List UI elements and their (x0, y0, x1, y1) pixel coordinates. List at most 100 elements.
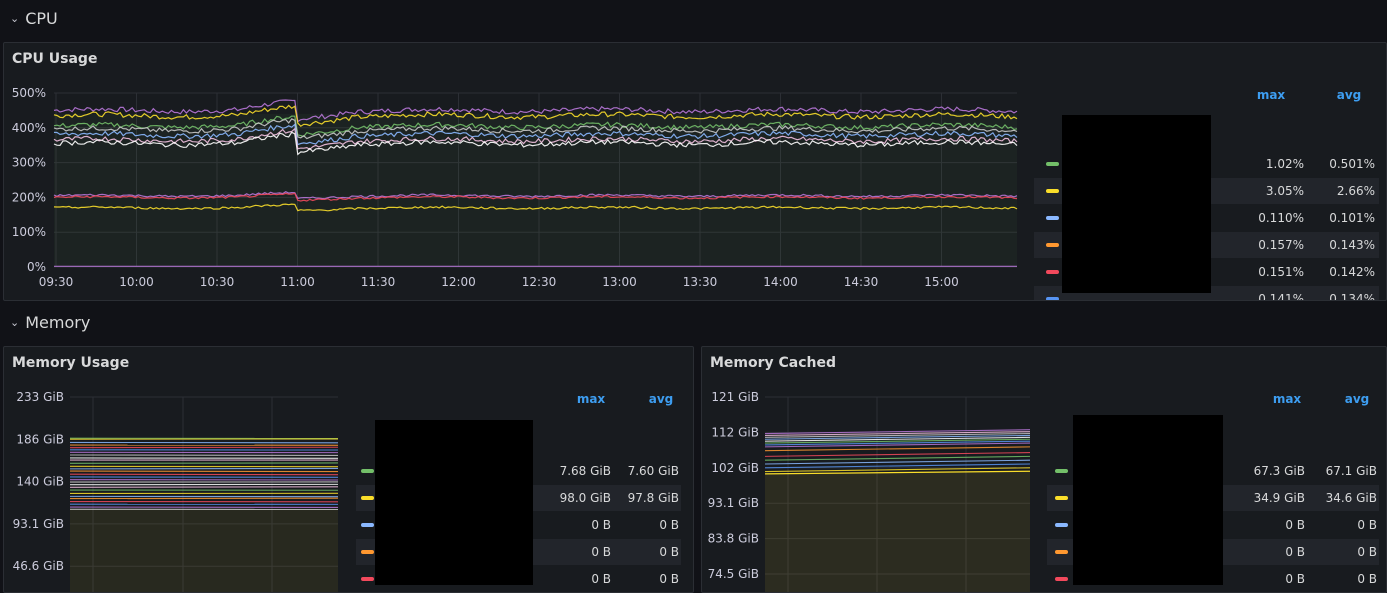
legend-avg-value: 0.134% (1329, 292, 1375, 301)
memory-cached-chart[interactable]: 121 GiB 112 GiB 102 GiB 93.1 GiB 83.8 GiB 74.… (702, 347, 1042, 592)
legend-max-value: 0.141% (1258, 292, 1304, 301)
y-tick-label: 100% (12, 225, 46, 239)
y-tick-label: 102 GiB (711, 461, 759, 475)
y-tick-label: 140 GiB (16, 475, 64, 489)
x-tick-label: 11:00 (280, 275, 315, 289)
series-line (765, 434, 1030, 438)
row-memory-toggle[interactable]: ⌄ Memory (10, 311, 90, 333)
row-title: Memory (25, 313, 90, 332)
y-tick-label: 121 GiB (711, 390, 759, 404)
legend-avg-value: 0 B (1357, 545, 1377, 559)
series-line (765, 447, 1030, 451)
y-tick-label: 300% (12, 156, 46, 170)
legend-avg-value: 0.142% (1329, 265, 1375, 279)
x-tick-label: 10:30 (200, 275, 235, 289)
legend-max-value: 0.110% (1258, 211, 1304, 225)
y-tick-label: 0% (27, 260, 46, 274)
series-color-swatch (361, 550, 374, 554)
row-title: CPU (25, 9, 58, 28)
legend-header-avg[interactable]: avg (636, 392, 686, 406)
y-tick-label: 74.5 GiB (708, 567, 759, 581)
legend-max-value: 7.68 GiB (560, 464, 611, 478)
series-color-swatch (361, 577, 374, 581)
legend-avg-value: 34.6 GiB (1326, 491, 1377, 505)
y-tick-label: 83.8 GiB (708, 532, 759, 546)
legend-header-max[interactable]: max (1262, 392, 1312, 406)
legend-avg-value: 7.60 GiB (628, 464, 679, 478)
legend-max-value: 1.02% (1266, 157, 1304, 171)
series-color-swatch (1055, 550, 1068, 554)
series-color-swatch (1046, 243, 1059, 247)
x-tick-label: 13:30 (683, 275, 718, 289)
legend-max-value: 0 B (591, 572, 611, 586)
legend-max-value: 0 B (591, 518, 611, 532)
series-line (765, 439, 1030, 443)
series-line (765, 453, 1030, 457)
chevron-down-icon: ⌄ (10, 12, 19, 25)
legend-max-value: 67.3 GiB (1254, 464, 1305, 478)
legend-avg-value: 0 B (659, 572, 679, 586)
legend-avg-value: 0.101% (1329, 211, 1375, 225)
series-color-swatch (361, 523, 374, 527)
series-color-swatch (1055, 577, 1068, 581)
series-area (765, 471, 1030, 592)
legend-avg-value: 0.143% (1329, 238, 1375, 252)
legend-max-value: 98.0 GiB (560, 491, 611, 505)
legend-header-max[interactable]: max (566, 392, 616, 406)
legend-avg-value: 0 B (1357, 572, 1377, 586)
x-tick-label: 12:30 (522, 275, 557, 289)
series-color-swatch (1055, 523, 1068, 527)
legend-header-max[interactable]: max (1246, 88, 1296, 102)
series-line (765, 456, 1030, 460)
legend-avg-value: 0 B (659, 518, 679, 532)
series-color-swatch (1046, 270, 1059, 274)
x-tick-label: 14:30 (844, 275, 879, 289)
legend-max-value: 0 B (1285, 572, 1305, 586)
y-tick-label: 200% (12, 190, 46, 204)
series-line (765, 435, 1030, 439)
x-tick-label: 11:30 (361, 275, 396, 289)
series-color-swatch (1046, 162, 1059, 166)
legend-max-value: 0.157% (1258, 238, 1304, 252)
y-tick-label: 93.1 GiB (708, 496, 759, 510)
cpu-usage-chart[interactable]: 500% 400% 300% 200% 100% 0%09:30 10:00 10:30 11:… (4, 43, 1034, 300)
x-tick-label: 13:00 (602, 275, 637, 289)
y-tick-label: 46.6 GiB (13, 559, 64, 573)
series-color-swatch (1046, 216, 1059, 220)
legend-max-value: 0 B (1285, 518, 1305, 532)
x-tick-label: 12:00 (441, 275, 476, 289)
legend-header-avg[interactable]: avg (1324, 88, 1374, 102)
series-line (765, 437, 1030, 441)
legend-avg-value: 0 B (659, 545, 679, 559)
row-cpu-toggle[interactable]: ⌄ CPU (10, 7, 58, 29)
y-tick-label: 233 GiB (16, 390, 64, 404)
y-tick-label: 186 GiB (16, 432, 64, 446)
legend-avg-value: 2.66% (1337, 184, 1375, 198)
redacted-series-names (1073, 415, 1223, 585)
series-color-swatch (1055, 496, 1068, 500)
x-tick-label: 10:00 (119, 275, 154, 289)
legend-avg-value: 0 B (1357, 518, 1377, 532)
y-tick-label: 400% (12, 121, 46, 135)
series-color-swatch (361, 469, 374, 473)
x-tick-label: 09:30 (39, 275, 74, 289)
chevron-down-icon: ⌄ (10, 316, 19, 329)
y-tick-label: 500% (12, 86, 46, 100)
series-color-swatch (1046, 297, 1059, 301)
series-line (765, 460, 1030, 464)
legend-avg-value: 67.1 GiB (1326, 464, 1377, 478)
legend-max-value: 0 B (591, 545, 611, 559)
legend-max-value: 0.151% (1258, 265, 1304, 279)
series-line (765, 430, 1030, 434)
y-tick-label: 112 GiB (711, 425, 759, 439)
y-tick-label: 93.1 GiB (13, 517, 64, 531)
series-line (765, 441, 1030, 445)
series-color-swatch (1055, 469, 1068, 473)
memory-usage-chart[interactable]: 233 GiB 186 GiB 140 GiB 93.1 GiB 46.6 GiB (4, 347, 349, 592)
redacted-series-names (375, 420, 533, 585)
legend-header-avg[interactable]: avg (1332, 392, 1382, 406)
legend-max-value: 0 B (1285, 545, 1305, 559)
series-area (70, 509, 338, 592)
